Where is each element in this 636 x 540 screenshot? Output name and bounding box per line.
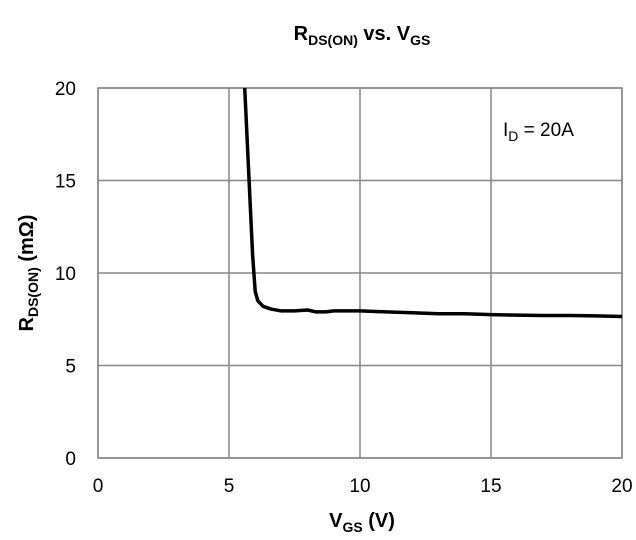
annotation-main: I xyxy=(503,120,508,141)
y-axis-title: RDS(ON) (mΩ) xyxy=(16,215,41,332)
x-axis-title: VGS (V) xyxy=(329,510,395,535)
title-vs-sub: GS xyxy=(410,32,430,48)
title-vs: vs. V xyxy=(358,23,411,45)
y-tick-label-1: 5 xyxy=(65,357,76,378)
ylabel-main: R xyxy=(16,316,38,331)
annotation-rest: = 20A xyxy=(518,120,574,141)
y-tick-label-2: 10 xyxy=(55,264,76,285)
xlabel-unit: (V) xyxy=(363,510,395,532)
title-main-sub: DS(ON) xyxy=(308,32,358,48)
ylabel-unit: (mΩ) xyxy=(16,215,38,268)
annotation-sub: D xyxy=(508,128,518,144)
y-tick-label-4: 20 xyxy=(55,79,76,100)
x-tick-label-3: 15 xyxy=(480,476,501,497)
y-tick-label-3: 15 xyxy=(55,172,76,193)
series-line-rdson xyxy=(242,87,623,319)
x-tick-label-1: 5 xyxy=(224,476,235,497)
x-tick-label-4: 20 xyxy=(611,476,632,497)
y-tick-label-0: 0 xyxy=(65,449,76,470)
xlabel-main: V xyxy=(329,510,343,532)
x-tick-labels: 0 5 10 15 20 xyxy=(93,476,633,497)
annotation-id: ID = 20A xyxy=(503,120,574,144)
chart-title: RDS(ON) vs. VGS xyxy=(294,23,431,48)
ylabel-sub: DS(ON) xyxy=(25,267,41,317)
grid xyxy=(97,87,623,459)
x-tick-label-0: 0 xyxy=(93,476,104,497)
plot-area xyxy=(97,87,623,459)
title-main: R xyxy=(294,23,309,45)
x-tick-label-2: 10 xyxy=(349,476,370,497)
xlabel-sub: GS xyxy=(342,519,362,535)
y-tick-labels: 0 5 10 15 20 xyxy=(55,79,76,470)
